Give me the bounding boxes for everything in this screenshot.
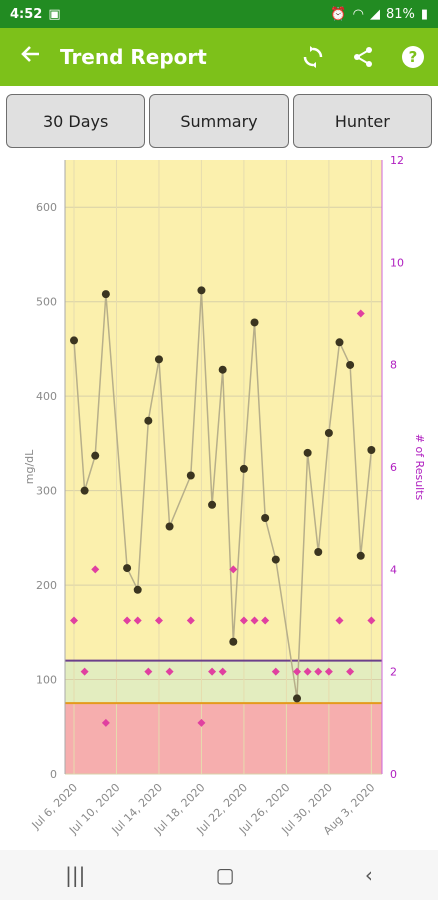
tab-hunter[interactable]: Hunter: [292, 94, 432, 148]
average-point: [186, 471, 195, 480]
status-bar: 4:52 ▣ ⏰ ◠ ◢ 81% ▮: [0, 0, 438, 28]
count-point: [367, 616, 376, 625]
back-nav-icon[interactable]: ‹: [364, 863, 373, 887]
svg-text:?: ?: [409, 48, 418, 66]
tab-summary[interactable]: Summary: [149, 94, 289, 148]
y2-axis-title: # of Results: [413, 434, 426, 501]
average-point: [154, 355, 163, 364]
y-tick-label: 100: [36, 674, 57, 687]
y2-tick-label: 2: [390, 666, 397, 679]
wifi-icon: ◠: [352, 6, 364, 22]
count-point: [70, 616, 78, 625]
average-point: [70, 336, 78, 345]
target-zone: [65, 660, 382, 704]
report-tabs: 30 Days Summary Hunter: [6, 94, 432, 148]
y2-tick-label: 10: [390, 256, 404, 269]
status-time: 4:52: [10, 6, 43, 22]
low-zone: [65, 703, 382, 774]
app-bar: Trend Report ?: [0, 28, 438, 86]
y2-tick-label: 4: [390, 563, 397, 576]
share-icon[interactable]: [338, 28, 388, 86]
average-point: [335, 338, 344, 347]
count-point: [197, 718, 206, 727]
count-point: [346, 667, 355, 676]
sync-icon[interactable]: [288, 28, 338, 86]
count-point: [123, 616, 132, 625]
count-point: [250, 616, 259, 625]
average-point: [91, 451, 100, 460]
count-point: [101, 718, 110, 727]
recent-apps-icon[interactable]: |||: [65, 863, 86, 887]
alarm-icon: ⏰: [330, 6, 347, 22]
average-point: [101, 290, 110, 299]
average-point: [133, 585, 142, 594]
count-point: [144, 667, 153, 676]
home-icon[interactable]: ▢: [215, 863, 235, 887]
image-icon: ▣: [48, 6, 61, 22]
count-point: [239, 616, 248, 625]
y2-tick-label: 0: [390, 768, 397, 781]
average-series-line: [73, 290, 373, 699]
count-point: [154, 616, 163, 625]
y-tick-label: 400: [36, 390, 57, 403]
count-point: [271, 667, 280, 676]
y-tick-label: 200: [36, 579, 57, 592]
average-point: [367, 445, 376, 454]
average-point: [208, 500, 217, 509]
average-point: [261, 514, 270, 523]
trend-chart: 0 100 200 300 400 500 600 0 2 4 6 8 10 12 mg/dL # of Re…: [23, 154, 426, 837]
count-point: [186, 616, 195, 625]
average-point: [229, 637, 238, 646]
page-title: Trend Report: [60, 45, 207, 69]
y-tick-label: 600: [36, 201, 57, 214]
y2-tick-label: 8: [390, 359, 397, 372]
y2-tick-label: 12: [390, 154, 404, 167]
average-point: [356, 551, 365, 560]
battery-text: 81%: [385, 6, 415, 22]
count-point: [91, 565, 100, 574]
count-point: [293, 667, 302, 676]
average-point: [346, 360, 355, 369]
signal-icon: ◢: [369, 6, 380, 22]
average-point: [144, 416, 153, 425]
battery-icon: ▮: [420, 6, 428, 22]
average-point: [250, 318, 259, 327]
help-icon[interactable]: ?: [388, 28, 438, 86]
y-tick-label: 500: [36, 296, 57, 309]
y-tick-label: 300: [36, 485, 57, 498]
average-point: [324, 428, 333, 437]
count-point: [335, 616, 344, 625]
count-point: [165, 667, 174, 676]
average-point: [165, 522, 174, 531]
count-point: [314, 667, 323, 676]
count-point: [208, 667, 217, 676]
count-point: [261, 616, 270, 625]
average-point: [239, 464, 248, 473]
count-point: [324, 667, 333, 676]
count-point: [303, 667, 312, 676]
average-point: [123, 564, 132, 573]
tab-30-days[interactable]: 30 Days: [6, 94, 146, 148]
average-point: [314, 548, 323, 557]
y-axis-title: mg/dL: [23, 449, 36, 484]
average-point: [197, 286, 206, 295]
average-point: [271, 555, 280, 564]
back-icon[interactable]: [0, 43, 60, 71]
count-point: [133, 616, 142, 625]
average-point: [303, 448, 312, 457]
count-point: [356, 309, 365, 318]
average-point: [218, 365, 227, 374]
count-point: [229, 565, 238, 574]
count-point: [218, 667, 227, 676]
y2-tick-label: 6: [390, 461, 397, 474]
android-nav-bar: ||| ▢ ‹: [0, 850, 438, 900]
average-point: [293, 694, 302, 703]
average-point: [80, 486, 89, 495]
count-point: [80, 667, 89, 676]
y-tick-label: 0: [50, 768, 57, 781]
